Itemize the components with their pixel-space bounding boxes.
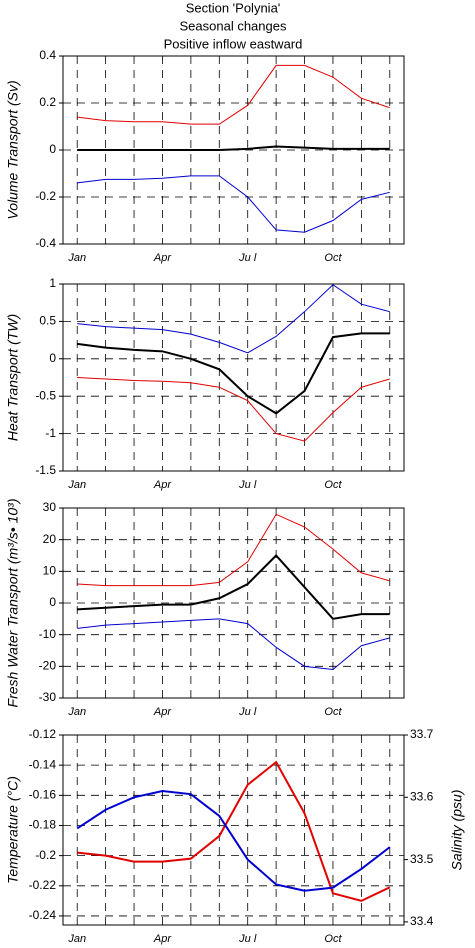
- data-line: [77, 64, 390, 125]
- chart-subtitle: Positive inflow eastward: [164, 36, 303, 51]
- y-tick-label: 1: [49, 276, 56, 290]
- x-tick-label: Apr: [153, 479, 172, 491]
- y-tick-label: -0.4: [35, 236, 56, 250]
- y-tick-label: 0.4: [39, 48, 56, 62]
- y-tick-label: -0.5: [35, 388, 56, 402]
- y-tick-label: -0.12: [29, 727, 57, 741]
- y-tick-label: 0: [49, 142, 56, 156]
- y2-tick-label: 33.5: [410, 852, 434, 866]
- y-tick-label: -1.5: [35, 463, 56, 477]
- y-tick-label: -0.2: [35, 189, 56, 203]
- data-line: [77, 618, 390, 671]
- data-line: [77, 332, 390, 415]
- data-line: [77, 284, 390, 354]
- y-tick-label: -1: [45, 426, 56, 440]
- y2-tick-label: 33.4: [410, 914, 434, 928]
- data-line: [76, 790, 391, 892]
- y2-axis-label: Salinity (psu): [449, 790, 465, 871]
- y-tick-label: -0.14: [29, 757, 57, 771]
- y-axis-label: Volume Transport (Sv): [5, 80, 21, 219]
- y-tick-label: 0: [49, 351, 56, 365]
- x-tick-label: Apr: [153, 706, 172, 718]
- y-tick-label: -10: [39, 627, 57, 641]
- y-axis-label: Temperature (°C): [5, 776, 21, 884]
- y-tick-label: -20: [39, 659, 57, 673]
- data-line: [77, 513, 390, 587]
- y-tick-label: 20: [43, 532, 57, 546]
- x-tick-label: Ju l: [238, 706, 257, 718]
- data-line: [77, 145, 390, 151]
- plot-frame: [62, 507, 405, 699]
- chart-title: Section 'Polynia': [186, 0, 281, 15]
- y-axis-label: Fresh Water Transport (m³/s• 10³): [5, 499, 21, 708]
- y-tick-label: 0: [49, 595, 56, 609]
- data-line: [77, 760, 391, 902]
- y-tick-label: -0.24: [29, 908, 57, 922]
- x-tick-label: Jan: [67, 252, 86, 264]
- x-tick-label: Jan: [67, 479, 86, 491]
- x-tick-label: Jan: [67, 933, 86, 945]
- x-tick-label: Ju l: [238, 479, 257, 491]
- y-tick-label: 10: [43, 564, 57, 578]
- x-tick-label: Apr: [153, 933, 172, 945]
- x-tick-label: Oct: [324, 933, 342, 945]
- x-tick-label: Apr: [153, 252, 172, 264]
- data-line: [77, 175, 390, 233]
- data-line: [77, 554, 390, 620]
- y-tick-label: -30: [39, 690, 57, 704]
- plot-frame: [62, 734, 405, 926]
- y2-tick-label: 33.7: [410, 727, 434, 741]
- plot-frame: [62, 55, 405, 245]
- x-tick-label: Ju l: [238, 933, 257, 945]
- x-tick-label: Ju l: [238, 252, 257, 264]
- y-axis-label: Heat Transport (TW): [5, 314, 21, 441]
- y-tick-label: -0.2: [35, 848, 56, 862]
- x-tick-label: Jan: [67, 706, 86, 718]
- y2-tick-label: 33.6: [410, 789, 434, 803]
- y-tick-label: -0.16: [29, 787, 57, 801]
- y-tick-label: 0.5: [39, 314, 56, 328]
- chart-subtitle: Seasonal changes: [180, 18, 287, 33]
- y-tick-label: 0.2: [39, 95, 56, 109]
- x-tick-label: Oct: [324, 252, 342, 264]
- plot-frame: [62, 283, 405, 472]
- y-tick-label: -0.22: [29, 878, 57, 892]
- y-tick-label: -0.18: [29, 818, 57, 832]
- x-tick-label: Oct: [324, 479, 342, 491]
- x-tick-label: Oct: [324, 706, 342, 718]
- data-line: [77, 377, 390, 442]
- y-tick-label: 30: [43, 500, 57, 514]
